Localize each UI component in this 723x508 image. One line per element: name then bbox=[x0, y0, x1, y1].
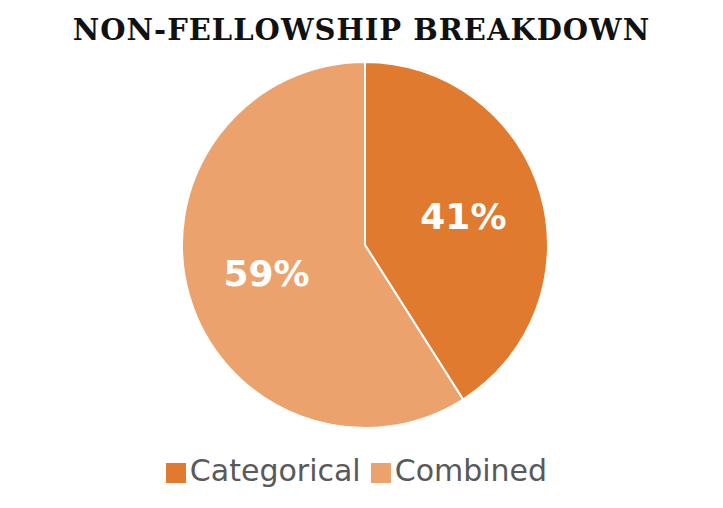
svg-text:41%: 41% bbox=[420, 196, 506, 237]
html-text:NON-FELLOWSHIP BREAKDOWN: NON-FELLOWSHIP BREAKDOWN bbox=[72, 13, 651, 47]
html-text:Combined: Combined bbox=[394, 453, 548, 488]
html-text:Categorical: Categorical bbox=[189, 453, 361, 488]
svg-text:59%: 59% bbox=[224, 253, 310, 294]
